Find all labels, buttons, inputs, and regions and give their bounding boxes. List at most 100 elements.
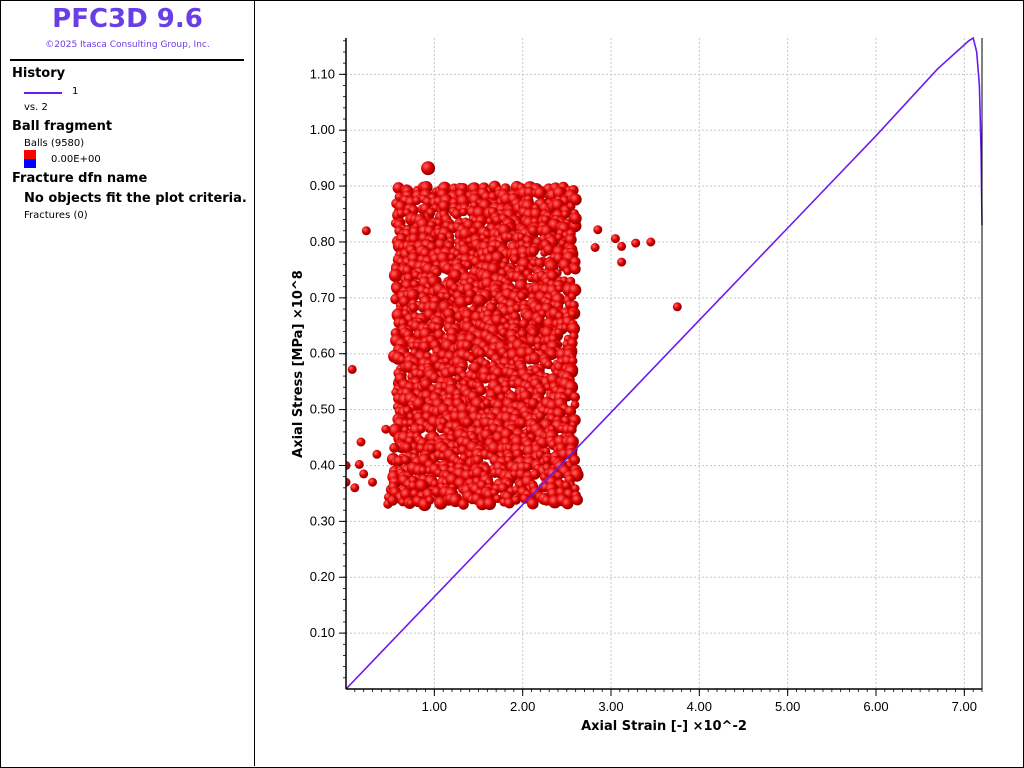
- ball-particle: [406, 288, 420, 302]
- legend-divider: [10, 59, 244, 61]
- ball-particle: [372, 449, 382, 459]
- ball-color-swatch-blue: [24, 159, 36, 168]
- ball-particle: [415, 479, 429, 493]
- history-vs-label: vs. 2: [24, 102, 48, 113]
- ball-particle: [472, 454, 484, 466]
- ball-particle: [451, 208, 463, 220]
- ball-particle: [389, 442, 400, 453]
- x-axis-title: Axial Strain [-] ×10^-2: [581, 719, 747, 734]
- y-tick-label: 0.20: [310, 569, 335, 584]
- ball-particle: [359, 469, 369, 479]
- ball-particle: [402, 442, 413, 453]
- ball-particle: [350, 483, 360, 493]
- ball-particle: [534, 315, 545, 327]
- ball-particle: [368, 477, 377, 487]
- ball-particle: [354, 459, 364, 469]
- ball-particle: [563, 267, 572, 276]
- ball-particle: [438, 200, 451, 213]
- ball-particle: [497, 482, 509, 494]
- y-tick-label: 0.10: [310, 625, 335, 640]
- ball-particle: [566, 424, 577, 435]
- ball-particle: [473, 294, 487, 308]
- ball-particle: [527, 497, 539, 510]
- stress-strain-plot: 1.00 2.00 3.00 4.00 5.00 6.00 7.00 0.10 0.20 0.3…: [291, 36, 983, 734]
- ball-particle: [529, 352, 541, 365]
- y-tick-label: 1.00: [310, 122, 335, 137]
- ball-particle: [523, 462, 533, 472]
- ball-particle: [542, 455, 552, 465]
- ball-particle: [476, 349, 486, 358]
- axis-ticks: [339, 40, 983, 696]
- ball-particle: [454, 374, 463, 383]
- y-tick-label: 0.50: [310, 402, 335, 417]
- x-tick-labels: 1.00 2.00 3.00 4.00 5.00 6.00 7.00: [422, 699, 977, 714]
- y-axis-title: Axial Stress [MPa] ×10^8: [291, 270, 306, 458]
- ball-fragment-heading: Ball fragment: [12, 119, 113, 134]
- ball-particle: [361, 226, 371, 236]
- balls-count-label: Balls (9580): [24, 138, 85, 149]
- history-heading: History: [12, 66, 66, 81]
- x-tick-label: 5.00: [775, 699, 800, 714]
- ball-particle: [442, 357, 451, 366]
- x-tick-label: 2.00: [510, 699, 535, 714]
- y-tick-labels: 0.10 0.20 0.30 0.40 0.50 0.60 0.70 0.80 0.90 1.00…: [310, 66, 335, 640]
- ball-particle: [568, 309, 578, 319]
- y-tick-label: 0.30: [310, 513, 335, 528]
- ball-particle: [426, 207, 436, 217]
- ball-particle: [554, 328, 563, 337]
- ball-particle: [356, 437, 366, 447]
- ball-particle: [463, 260, 473, 270]
- ball-particle: [564, 405, 577, 418]
- ball-particle: [464, 296, 474, 306]
- ball-particle: [610, 234, 620, 244]
- history-line-swatch: [24, 92, 62, 94]
- x-tick-label: 3.00: [598, 699, 623, 714]
- ball-particle: [571, 494, 584, 506]
- ball-particle: [419, 341, 432, 354]
- y-tick-label: 0.70: [310, 290, 335, 305]
- x-tick-label: 7.00: [952, 699, 977, 714]
- ball-particle: [568, 292, 577, 301]
- ball-particle: [412, 196, 422, 206]
- history-line: [345, 36, 983, 690]
- ball-particle: [519, 318, 530, 330]
- ball-particle: [561, 210, 570, 219]
- ball-particle: [533, 186, 547, 200]
- ball-particle: [569, 263, 581, 275]
- ball-particle: [401, 455, 411, 465]
- ball-particle: [493, 494, 502, 504]
- ball-particle: [511, 495, 521, 505]
- ball-particle: [554, 471, 564, 481]
- ball-particle: [517, 418, 528, 428]
- history-series: [345, 36, 983, 690]
- ball-particle: [475, 385, 487, 396]
- y-tick-label: 1.10: [310, 66, 335, 81]
- ball-particle: [449, 269, 463, 282]
- ball-particle: [511, 255, 520, 264]
- ball-particle: [590, 243, 600, 252]
- ball-particle: [528, 225, 539, 237]
- ball-particle: [512, 304, 522, 313]
- ball-color-swatch-red: [24, 150, 36, 159]
- ball-particle: [418, 465, 428, 475]
- ball-particle: [487, 245, 497, 255]
- ball-particle: [569, 212, 582, 225]
- ball-particle: [417, 424, 426, 434]
- ball-particle: [459, 208, 468, 217]
- ball-particle: [631, 238, 641, 248]
- ball-particle: [528, 246, 539, 257]
- ball-particle: [462, 417, 474, 428]
- ball-particle: [346, 477, 351, 487]
- y-tick-label: 0.40: [310, 457, 335, 472]
- ball-particle: [388, 268, 403, 283]
- ball-particle: [567, 322, 580, 336]
- x-tick-label: 4.00: [687, 699, 712, 714]
- ball-value-label: 0.00E+00: [51, 154, 101, 165]
- copyright-text: ©2025 Itasca Consulting Group, Inc.: [45, 40, 210, 50]
- ball-particle: [561, 497, 574, 510]
- ball-particle: [458, 499, 469, 510]
- ball-particle: [568, 356, 578, 366]
- ball-particle: [617, 241, 627, 251]
- fractures-count-label: Fractures (0): [24, 210, 88, 221]
- ball-particle: [593, 225, 603, 235]
